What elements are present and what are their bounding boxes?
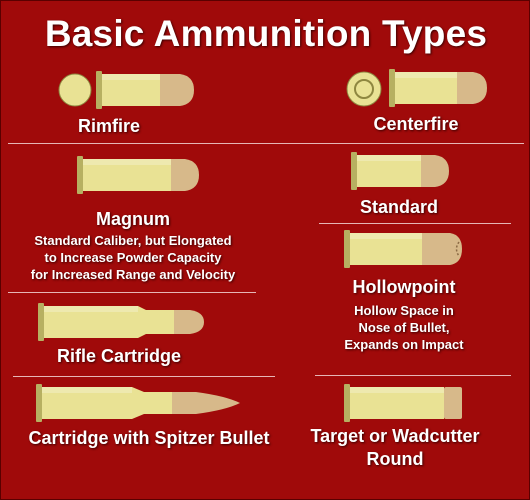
wadcutter-label-line-1: Target or Wadcutter xyxy=(310,426,480,446)
divider-top xyxy=(8,143,524,144)
divider-right-1 xyxy=(319,223,511,224)
centerfire-base-icon xyxy=(346,71,382,107)
hollowpoint-label: Hollowpoint xyxy=(352,277,456,297)
magnum-label: Magnum xyxy=(96,209,170,229)
standard-cartridge-icon xyxy=(351,152,449,190)
rimfire-label: Rimfire xyxy=(77,116,140,136)
spitzer-label: Cartridge with Spitzer Bullet xyxy=(28,428,270,448)
centerfire-cartridge-icon xyxy=(389,69,487,107)
hollowpoint-description-line-3: Expands on Impact xyxy=(344,337,464,352)
wadcutter-cartridge-icon xyxy=(344,384,462,422)
divider-left-1 xyxy=(8,292,256,293)
spitzer-cartridge-icon xyxy=(36,384,240,422)
divider-right-2 xyxy=(315,375,511,376)
wadcutter-label-line-2: Round xyxy=(366,449,424,469)
hollowpoint-description-line-1: Hollow Space in xyxy=(354,303,454,318)
centerfire-label: Centerfire xyxy=(373,114,459,134)
hollowpoint-cartridge-icon xyxy=(344,230,462,268)
rifle-cartridge-label: Rifle Cartridge xyxy=(56,346,182,366)
magnum-description-line-1: Standard Caliber, but Elongated xyxy=(34,233,232,248)
diagram-title: Basic Ammunition Types xyxy=(44,13,488,54)
standard-label: Standard xyxy=(359,197,438,217)
rimfire-cartridge-icon xyxy=(96,71,194,109)
rifle-cartridge-icon xyxy=(38,303,204,341)
divider-left-2 xyxy=(13,376,275,377)
magnum-description-line-3: for Increased Range and Velocity xyxy=(30,267,236,282)
magnum-description-line-2: to Increase Powder Capacity xyxy=(44,250,222,265)
hollowpoint-description-line-2: Nose of Bullet, xyxy=(358,320,450,335)
rimfire-base-icon xyxy=(58,73,92,107)
magnum-cartridge-icon xyxy=(77,156,199,194)
